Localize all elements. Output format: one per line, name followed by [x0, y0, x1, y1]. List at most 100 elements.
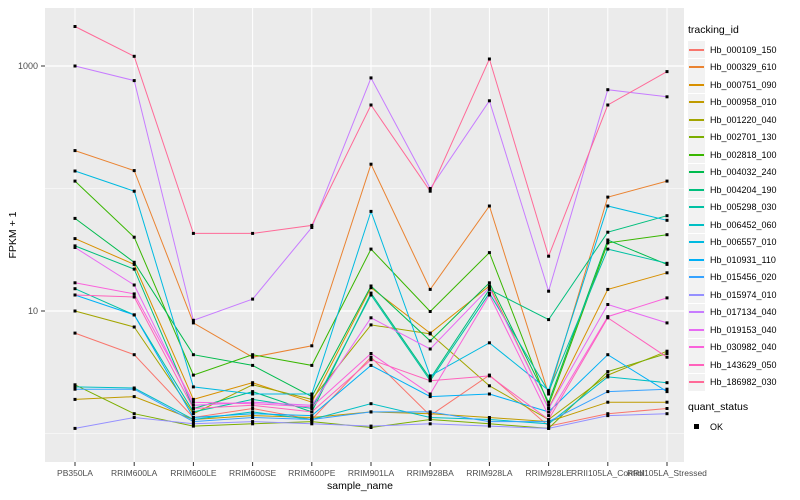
x-tick-label: RRIM928LE	[525, 468, 572, 478]
data-point	[369, 352, 373, 355]
x-tick-label: RRIM928LA	[466, 468, 513, 478]
legend-color-line-icon	[689, 48, 704, 51]
data-point	[73, 426, 77, 430]
data-point	[73, 169, 77, 173]
x-tick-label: PB350LA	[57, 468, 93, 478]
data-point	[132, 54, 136, 58]
data-point	[73, 149, 77, 153]
legend-entry: Hb_002818_100	[688, 146, 800, 164]
data-point	[487, 374, 491, 378]
data-point	[132, 325, 136, 329]
data-point	[665, 271, 669, 275]
legend-key-icon	[688, 198, 705, 216]
plot-panel	[45, 8, 684, 462]
y-tick-label: 1000	[18, 61, 38, 71]
data-point	[251, 363, 255, 367]
data-point	[606, 414, 610, 418]
data-point	[191, 397, 195, 401]
legend-entry-label: Hb_186982_030	[710, 377, 777, 388]
data-point	[251, 420, 255, 424]
legend-color-line-icon	[689, 136, 704, 139]
data-point	[487, 424, 491, 428]
data-point	[310, 414, 314, 418]
data-point	[487, 420, 491, 424]
data-point	[310, 410, 314, 414]
data-point	[428, 347, 432, 351]
data-point	[428, 189, 432, 193]
data-point	[73, 237, 77, 241]
data-point	[191, 385, 195, 389]
legend-entry-label: Hb_017134_040	[710, 307, 777, 318]
data-point	[487, 416, 491, 419]
data-point	[369, 286, 373, 290]
data-point	[665, 355, 669, 359]
legend-key-icon	[688, 338, 705, 356]
data-point	[310, 403, 314, 407]
x-tick-label: RRII105LA_Control	[571, 468, 645, 478]
data-point	[369, 355, 373, 359]
legend-key-icon	[688, 58, 705, 76]
data-point	[606, 241, 610, 245]
ok-marker-icon	[688, 418, 705, 435]
legend-entry-label: OK	[710, 421, 724, 432]
x-tick-label: RRIM600LA	[111, 468, 158, 478]
data-point	[369, 410, 373, 414]
data-point	[73, 216, 77, 220]
data-point	[73, 309, 77, 313]
data-point	[547, 254, 551, 258]
data-point	[547, 400, 551, 404]
data-point	[606, 353, 610, 357]
legend-color-line-icon	[689, 328, 704, 331]
data-point	[547, 422, 551, 426]
y-axis-title: FPKM + 1	[7, 211, 19, 259]
legend-entry-label: Hb_010931_110	[710, 254, 776, 265]
data-point	[73, 331, 77, 335]
data-point	[369, 284, 373, 288]
data-point	[487, 286, 491, 290]
data-point	[665, 95, 669, 99]
data-point	[665, 321, 669, 325]
data-point	[191, 353, 195, 357]
data-point	[251, 410, 255, 414]
data-point	[73, 25, 77, 28]
legend-key-icon	[688, 181, 705, 199]
data-point	[132, 292, 136, 296]
legend-key-icon	[688, 233, 705, 251]
legend-key-icon	[688, 128, 705, 146]
legend-entry-label: Hb_143629_050	[710, 359, 777, 370]
data-point	[251, 397, 255, 401]
data-point	[132, 283, 136, 287]
data-point	[251, 390, 255, 394]
legend-color-line-icon	[689, 101, 704, 104]
legend-entry: Hb_019153_040	[688, 321, 800, 339]
data-point	[191, 412, 195, 416]
legend-color-line-icon	[689, 363, 704, 366]
legend-key-icon	[688, 251, 705, 269]
data-point	[191, 410, 195, 414]
x-tick-label: RRIM600SE	[229, 468, 277, 478]
legend-entry-ok: OK	[688, 418, 800, 436]
data-point	[310, 416, 314, 419]
data-point	[487, 418, 491, 421]
data-point	[428, 395, 432, 399]
x-tick-label: RRII105LA_Stressed	[627, 468, 707, 478]
data-point	[132, 295, 136, 299]
x-axis-title: sample_name	[327, 480, 393, 492]
data-point	[310, 363, 314, 367]
data-point	[487, 251, 491, 255]
data-point	[428, 310, 432, 313]
data-point	[606, 287, 610, 291]
legend-title-tracking-id: tracking_id	[688, 24, 739, 36]
data-point	[191, 231, 195, 235]
data-point	[487, 99, 491, 103]
data-point	[487, 204, 491, 208]
data-point	[665, 412, 669, 416]
data-point	[428, 377, 432, 381]
data-point	[73, 244, 77, 248]
legend-entry: Hb_006557_010	[688, 233, 800, 252]
data-point	[191, 403, 195, 407]
legend-color-line-icon	[689, 188, 704, 191]
data-point	[132, 169, 136, 173]
data-point	[310, 400, 314, 404]
data-point	[191, 400, 195, 404]
